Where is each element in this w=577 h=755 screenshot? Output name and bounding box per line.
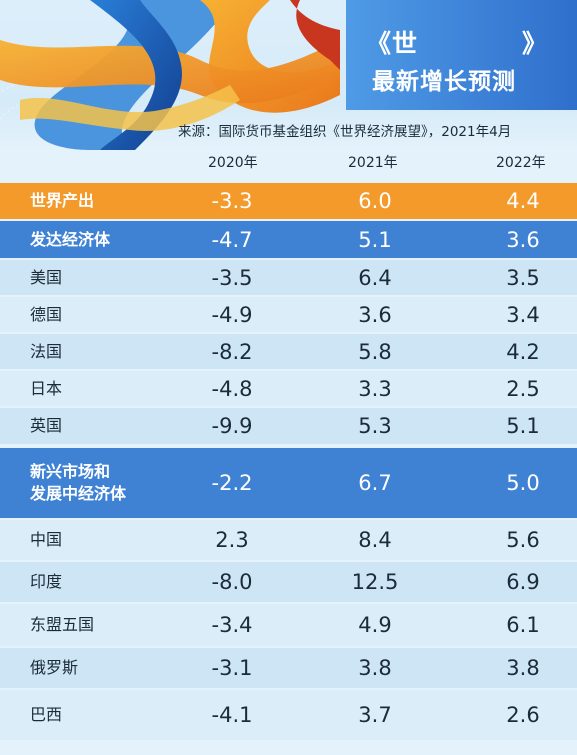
value-cell: 4.9	[358, 613, 392, 637]
row-label: 新兴市场和 发展中经济体	[30, 462, 127, 503]
value-cell: 5.0	[506, 471, 540, 495]
value-cell: 6.1	[506, 613, 540, 637]
column-header: 2021年	[348, 155, 398, 171]
value-cell: 2.6	[506, 703, 540, 727]
value-cell: -4.9	[211, 302, 253, 327]
row-label: 日本	[30, 378, 63, 398]
value-cell: -8.2	[211, 339, 253, 364]
value-cell: -8.0	[211, 570, 253, 594]
table-row: 俄罗斯 -3.1 3.8 3.8	[0, 648, 577, 688]
value-cell: 12.5	[351, 570, 399, 594]
value-cell: 3.8	[506, 656, 540, 680]
source-note: 来源：国际货币基金组织《世界经济展望》，2021年4月	[178, 124, 512, 140]
value-cell: 6.4	[358, 265, 392, 290]
table-row: 东盟五国 -3.4 4.9 6.1	[0, 604, 577, 646]
value-cell: 4.4	[506, 189, 540, 213]
value-cell: -3.4	[211, 613, 253, 637]
row-label: 俄罗斯	[30, 658, 79, 677]
header-banner: 《世 》 最新增长预测 来源：国际货币基金组织《世界经济展望》，2021年4月	[0, 0, 577, 150]
row-label: 中国	[30, 530, 63, 549]
table-row: 巴西 -4.1 3.7 2.6	[0, 690, 577, 740]
value-cell: -4.1	[211, 703, 253, 727]
table-row: 美国 -3.5 6.4 3.5	[0, 260, 577, 295]
value-cell: 6.9	[506, 570, 540, 594]
column-header: 2022年	[496, 155, 546, 171]
value-cell: 3.4	[506, 302, 540, 327]
table-row: 英国 -9.9 5.3 5.1	[0, 408, 577, 444]
value-cell: 8.4	[358, 528, 392, 552]
title-line-2: 最新增长预测	[372, 69, 516, 95]
value-cell: 6.7	[358, 471, 392, 495]
row-label: 印度	[30, 572, 63, 591]
value-cell: 2.3	[215, 528, 249, 552]
row-label: 发达经济体	[30, 229, 111, 249]
value-cell: 3.3	[358, 376, 392, 401]
table-row: 中国 2.3 8.4 5.6	[0, 520, 577, 560]
value-cell: 3.8	[358, 656, 392, 680]
value-cell: -4.8	[211, 376, 253, 401]
table-row: 法国 -8.2 5.8 4.2	[0, 334, 577, 369]
value-cell: 3.7	[358, 703, 392, 727]
value-cell: -4.7	[211, 227, 253, 252]
value-cell: 6.0	[358, 189, 392, 213]
column-headers: 2020年 2021年 2022年	[0, 150, 577, 182]
row-label: 德国	[30, 304, 63, 324]
value-cell: 5.6	[506, 528, 540, 552]
row-label: 世界产出	[30, 191, 95, 210]
row-label: 美国	[30, 267, 63, 287]
column-header: 2020年	[208, 155, 258, 171]
group-row: 新兴市场和 发展中经济体 -2.2 6.7 5.0	[0, 448, 577, 518]
table-row: 印度 -8.0 12.5 6.9	[0, 562, 577, 602]
value-cell: 5.3	[358, 414, 392, 438]
value-cell: 2.5	[506, 376, 540, 401]
value-cell: 4.2	[506, 339, 540, 364]
title-panel	[346, 0, 577, 110]
group-row: 发达经济体 -4.7 5.1 3.6	[0, 221, 577, 258]
value-cell: -3.1	[211, 656, 253, 680]
value-cell: -3.3	[211, 189, 253, 213]
ribbon-decoration	[0, 0, 340, 150]
value-cell: 3.6	[506, 227, 540, 252]
row-label: 法国	[30, 341, 63, 361]
value-cell: -3.5	[211, 265, 253, 290]
value-cell: 5.1	[358, 227, 392, 252]
world-output-row: 世界产出 -3.3 6.0 4.4	[0, 183, 577, 219]
row-label: 英国	[30, 416, 63, 435]
value-cell: 5.1	[506, 414, 540, 438]
row-label: 东盟五国	[30, 615, 95, 634]
value-cell: 5.8	[358, 339, 392, 364]
value-cell: -9.9	[211, 414, 253, 438]
table-row: 日本 -4.8 3.3 2.5	[0, 371, 577, 406]
row-label: 巴西	[30, 705, 63, 724]
value-cell: 3.6	[358, 302, 392, 327]
value-cell: -2.2	[211, 471, 253, 495]
value-cell: 3.5	[506, 265, 540, 290]
table-row: 德国 -4.9 3.6 3.4	[0, 297, 577, 332]
title-line-1: 《世 》	[366, 29, 549, 58]
